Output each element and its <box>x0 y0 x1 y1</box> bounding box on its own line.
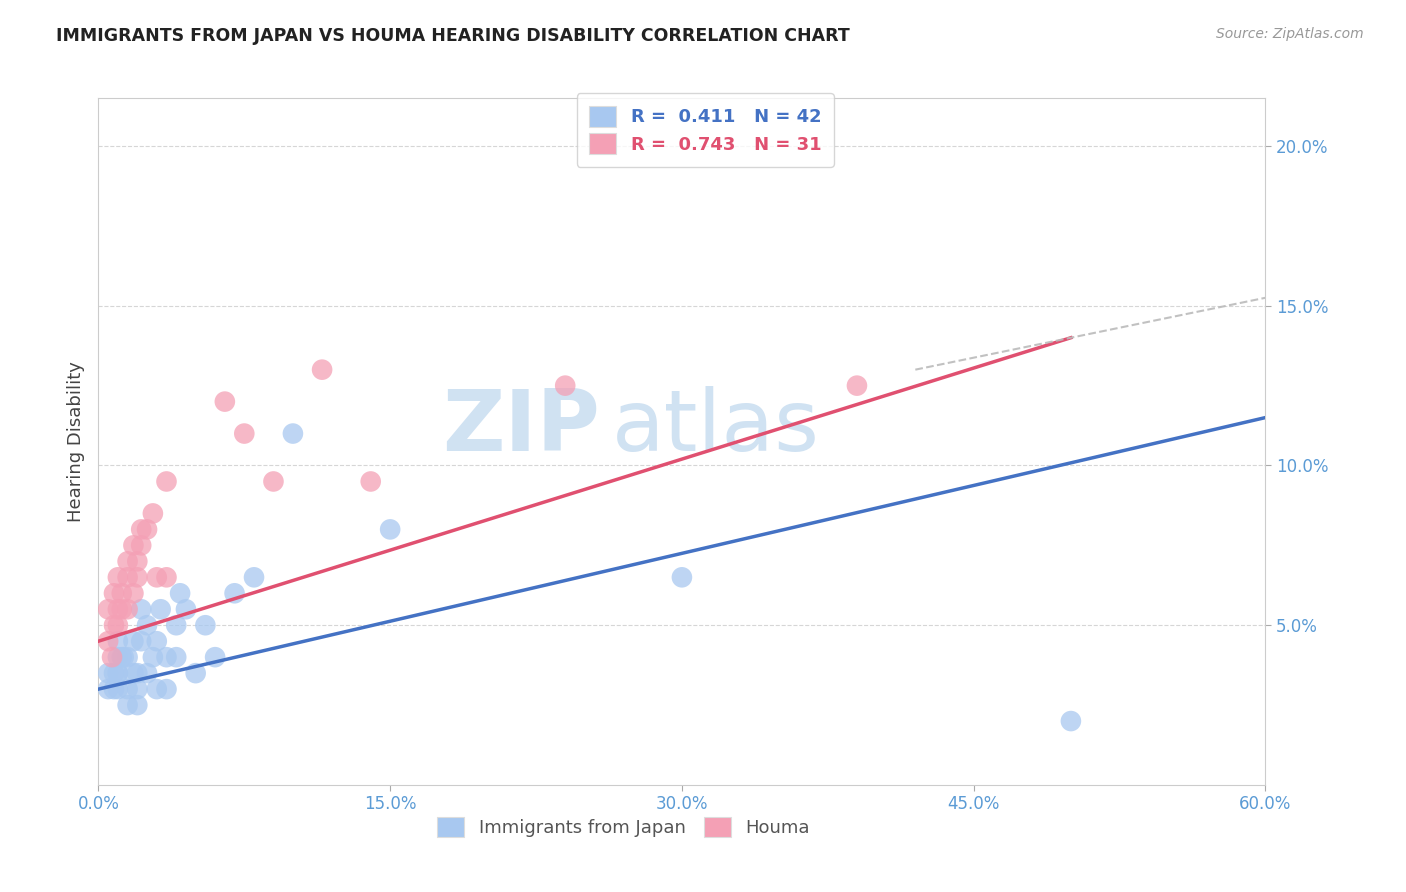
Point <box>111 586 134 600</box>
Text: atlas: atlas <box>612 386 820 469</box>
Point <box>129 522 152 536</box>
Text: ZIP: ZIP <box>443 386 600 469</box>
Point <box>136 618 159 632</box>
Point <box>214 394 236 409</box>
Point <box>155 475 177 489</box>
Point <box>117 570 139 584</box>
Legend: Immigrants from Japan, Houma: Immigrants from Japan, Houma <box>430 809 817 845</box>
Point <box>107 602 129 616</box>
Point <box>165 618 187 632</box>
Point <box>101 650 124 665</box>
Point <box>155 682 177 697</box>
Point <box>122 538 145 552</box>
Y-axis label: Hearing Disability: Hearing Disability <box>66 361 84 522</box>
Point <box>136 666 159 681</box>
Point <box>122 666 145 681</box>
Point <box>243 570 266 584</box>
Point <box>97 602 120 616</box>
Point <box>194 618 217 632</box>
Point <box>224 586 246 600</box>
Point <box>311 362 333 376</box>
Point <box>117 698 139 712</box>
Point <box>146 682 169 697</box>
Point <box>149 602 172 616</box>
Point <box>107 634 129 648</box>
Point <box>184 666 207 681</box>
Point <box>107 666 129 681</box>
Point <box>142 507 165 521</box>
Point <box>97 634 120 648</box>
Point <box>165 650 187 665</box>
Point <box>155 570 177 584</box>
Point <box>117 602 139 616</box>
Point <box>262 475 284 489</box>
Point <box>103 618 125 632</box>
Point <box>233 426 256 441</box>
Point <box>103 666 125 681</box>
Point <box>136 522 159 536</box>
Text: IMMIGRANTS FROM JAPAN VS HOUMA HEARING DISABILITY CORRELATION CHART: IMMIGRANTS FROM JAPAN VS HOUMA HEARING D… <box>56 27 851 45</box>
Point <box>142 650 165 665</box>
Point <box>846 378 869 392</box>
Point <box>127 666 149 681</box>
Point <box>127 698 149 712</box>
Point <box>174 602 197 616</box>
Point <box>117 682 139 697</box>
Point <box>127 682 149 697</box>
Point <box>129 602 152 616</box>
Point <box>380 522 402 536</box>
Point <box>129 634 152 648</box>
Point <box>155 650 177 665</box>
Point <box>117 650 139 665</box>
Text: Source: ZipAtlas.com: Source: ZipAtlas.com <box>1216 27 1364 41</box>
Point <box>122 634 145 648</box>
Point <box>1060 714 1083 728</box>
Point <box>97 666 120 681</box>
Point <box>127 554 149 568</box>
Point <box>671 570 693 584</box>
Point <box>127 570 149 584</box>
Point <box>129 538 152 552</box>
Point <box>107 682 129 697</box>
Point <box>107 618 129 632</box>
Point <box>146 634 169 648</box>
Point <box>103 682 125 697</box>
Point <box>117 554 139 568</box>
Point <box>281 426 304 441</box>
Point <box>169 586 191 600</box>
Point <box>360 475 382 489</box>
Point <box>111 602 134 616</box>
Point <box>107 666 129 681</box>
Point <box>107 650 129 665</box>
Point <box>122 586 145 600</box>
Point <box>112 650 135 665</box>
Point <box>554 378 576 392</box>
Point <box>146 570 169 584</box>
Point <box>97 682 120 697</box>
Point <box>111 650 134 665</box>
Point <box>107 570 129 584</box>
Point <box>204 650 226 665</box>
Point <box>103 586 125 600</box>
